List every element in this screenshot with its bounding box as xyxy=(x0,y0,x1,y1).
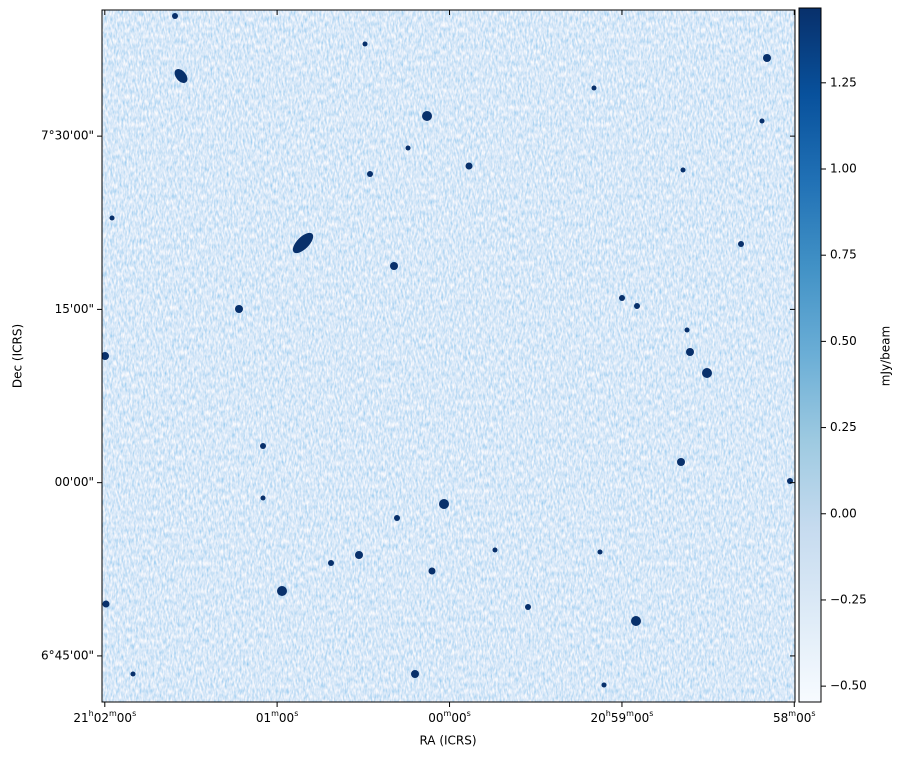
colorbar-tick-label: 0.75 xyxy=(830,248,857,262)
sources xyxy=(102,13,793,688)
x-tick-label: 01m00s xyxy=(256,709,299,725)
colorbar xyxy=(798,7,822,703)
colorbar-label: mJy/beam xyxy=(879,326,893,386)
y-tick-label: 00'00" xyxy=(55,475,94,489)
y-tick-label: 6°45'00" xyxy=(41,648,94,662)
colorbar-tick-label: −0.25 xyxy=(830,592,867,606)
x-tick-label: 58m00s xyxy=(773,709,816,725)
colorbar-tick-label: 1.00 xyxy=(830,162,857,176)
y-axis-label: Dec (ICRS) xyxy=(11,324,25,388)
x-tick-label: 00m00s xyxy=(428,709,471,725)
colorbar-tick-label: 0.25 xyxy=(830,420,857,434)
colorbar-tick-label: 1.25 xyxy=(830,75,857,89)
x-tick-label: 20h59m00s xyxy=(591,709,654,725)
plot-frame xyxy=(101,9,796,703)
x-axis-label: RA (ICRS) xyxy=(419,734,476,748)
sky-image xyxy=(102,10,795,702)
colorbar-tick-label: −0.50 xyxy=(830,679,867,693)
y-tick-label: 15'00" xyxy=(55,302,94,316)
y-tick-label: 7°30'00" xyxy=(41,129,94,143)
colorbar-tick-label: 0.50 xyxy=(830,334,857,348)
colorbar-tick-label: 0.00 xyxy=(830,506,857,520)
x-tick-label: 21h02m00s xyxy=(73,709,136,725)
